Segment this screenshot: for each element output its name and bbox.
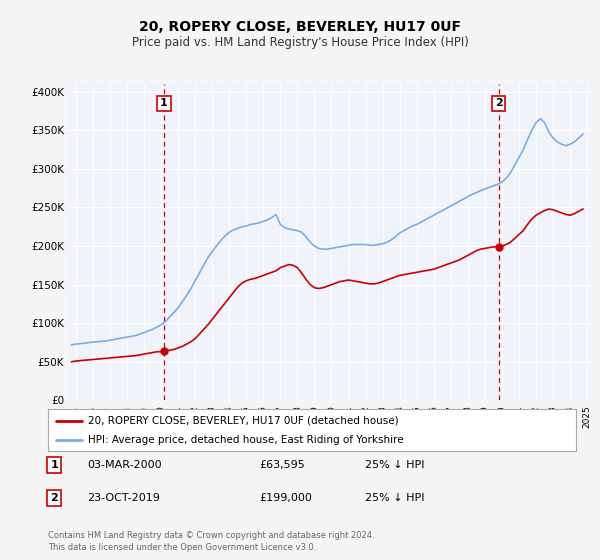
Text: Contains HM Land Registry data © Crown copyright and database right 2024.
This d: Contains HM Land Registry data © Crown c… (48, 531, 374, 552)
Point (159, 347, 169, 356)
Text: 20, ROPERY CLOSE, BEVERLEY, HU17 0UF: 20, ROPERY CLOSE, BEVERLEY, HU17 0UF (139, 20, 461, 34)
Text: 2: 2 (495, 99, 503, 108)
Text: 23-OCT-2019: 23-OCT-2019 (88, 493, 160, 503)
Text: 03-MAR-2000: 03-MAR-2000 (88, 460, 162, 470)
Text: 25% ↓ HPI: 25% ↓ HPI (365, 460, 424, 470)
Text: 1: 1 (160, 99, 168, 108)
Text: HPI: Average price, detached house, East Riding of Yorkshire: HPI: Average price, detached house, East… (88, 435, 403, 445)
Text: Price paid vs. HM Land Registry's House Price Index (HPI): Price paid vs. HM Land Registry's House … (131, 36, 469, 49)
Text: £63,595: £63,595 (259, 460, 305, 470)
Point (494, 242, 503, 251)
Text: 25% ↓ HPI: 25% ↓ HPI (365, 493, 424, 503)
Text: 2: 2 (50, 493, 58, 503)
Text: 20, ROPERY CLOSE, BEVERLEY, HU17 0UF (detached house): 20, ROPERY CLOSE, BEVERLEY, HU17 0UF (de… (88, 416, 398, 426)
Text: 1: 1 (50, 460, 58, 470)
Text: £199,000: £199,000 (259, 493, 312, 503)
